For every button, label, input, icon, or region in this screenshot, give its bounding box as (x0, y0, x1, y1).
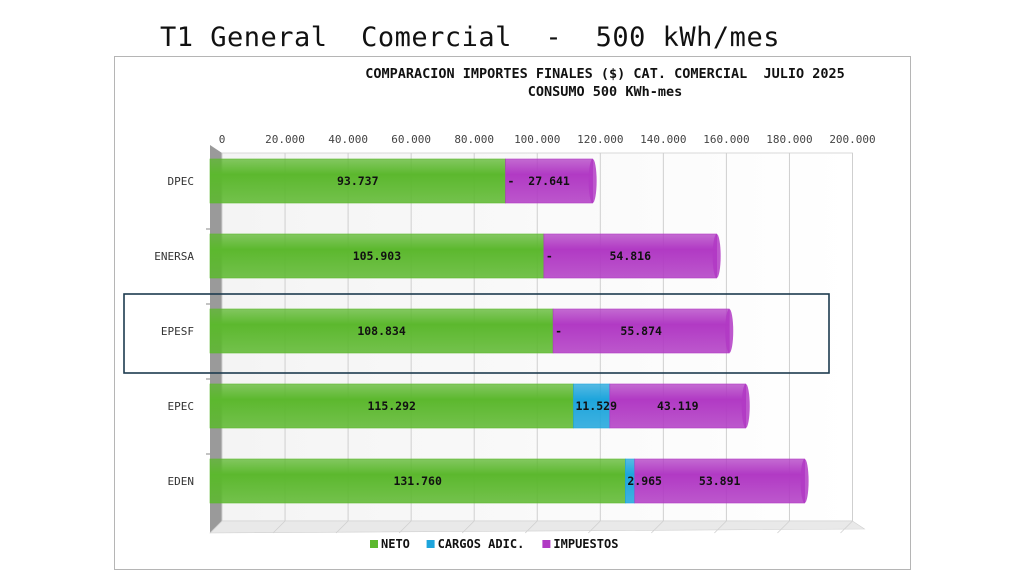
x-tick-label: 160.000 (703, 133, 749, 146)
data-label-epec-impuestos: 43.119 (657, 399, 699, 413)
x-axis-ticks: 0 20.000 40.000 60.000 80.000 100.000 120.000 1… (219, 133, 876, 146)
data-label-eden-neto: 131.760 (393, 474, 442, 488)
floor-gridline (335, 520, 349, 534)
data-label-dpec-impuestos: 27.641 (528, 174, 570, 188)
floor-gridline (461, 520, 475, 534)
data-label-epec-cargos-adic: 11.529 (575, 399, 617, 413)
bar-eden-neto (209, 458, 626, 504)
chart-title: COMPARACION IMPORTES FINALES ($) CAT. CO… (365, 66, 845, 82)
chart-subtitle: CONSUMO 500 KWh-mes (527, 84, 683, 100)
data-label-epesf-neto: 108.834 (357, 324, 406, 338)
data-label-enersa-cargos-adic: - (546, 249, 553, 263)
category-label-enersa: ENERSA (154, 250, 194, 263)
floor-gridline (840, 520, 853, 534)
bar-dpec-impuestos (505, 158, 593, 204)
floor-gridline (398, 520, 412, 534)
bar-epesf-neto (209, 308, 554, 354)
legend-label-impuestos: IMPUESTOS (553, 537, 618, 551)
bar-enersa-impuestos (543, 233, 717, 279)
data-label-epesf-impuestos: 55.874 (620, 324, 662, 338)
x-tick-label: 80.000 (454, 133, 494, 146)
bar-end-cap-dpec (588, 159, 597, 203)
floor-gridline (209, 520, 223, 534)
bar-end-cap-epec (741, 384, 750, 428)
legend-swatch-impuestos (542, 540, 551, 548)
bar-dpec-neto (209, 158, 506, 204)
data-label-dpec-neto: 93.737 (337, 174, 379, 188)
bar-end-cap-enersa (712, 234, 721, 278)
x-tick-label: 180.000 (766, 133, 812, 146)
highlight-box-enersa (123, 293, 830, 374)
x-tick-label: 120.000 (577, 133, 623, 146)
x-tick-label: 40.000 (328, 133, 368, 146)
x-tick-label: 140.000 (640, 133, 686, 146)
x-tick-label: 0 (219, 133, 226, 146)
x-tick-label: 100.000 (514, 133, 560, 146)
floor-gridline (272, 520, 286, 534)
category-label-dpec: DPEC (168, 175, 195, 188)
slide-title: T1 General Comercial - 500 kWh/mes (160, 22, 780, 53)
legend: NETO CARGOS ADIC. IMPUESTOS (370, 537, 618, 551)
data-label-epesf-cargos-adic: - (555, 324, 562, 338)
bars (209, 158, 809, 504)
category-labels: DPEC ENERSA EPESF EPEC EDEN (154, 175, 210, 488)
data-label-enersa-impuestos: 54.816 (609, 249, 651, 263)
bar-epec-neto (209, 383, 574, 429)
category-label-epesf: EPESF (161, 325, 194, 338)
legend-label-cargos-adic: CARGOS ADIC. (438, 537, 525, 551)
x-tick-label: 20.000 (265, 133, 305, 146)
x-tick-label: 60.000 (391, 133, 431, 146)
bar-epec-cargos-adic (573, 383, 611, 429)
bar-epec-impuestos (609, 383, 747, 429)
legend-swatch-cargos-adic (426, 540, 435, 548)
floor-gridline (777, 520, 790, 534)
highlight-box (123, 293, 830, 374)
bar-end-cap-epesf (725, 309, 734, 353)
data-label-epec-neto: 115.292 (367, 399, 415, 413)
category-label-eden: EDEN (168, 475, 195, 488)
plot-floor (209, 520, 866, 534)
floor-gridline (651, 520, 664, 534)
floor-gridline (714, 520, 727, 534)
data-label-eden-cargos-adic: 2.965 (627, 474, 662, 488)
legend-swatch-neto (370, 540, 378, 548)
x-tick-label: 200.000 (829, 133, 875, 146)
bar-end-cap-eden (800, 459, 809, 503)
category-label-epec: EPEC (168, 400, 195, 413)
legend-label-neto: NETO (381, 537, 410, 551)
data-label-dpec-cargos-adic: - (508, 174, 515, 188)
data-label-eden-impuestos: 53.891 (699, 474, 741, 488)
data-labels: 93.737-27.641105.903-54.816108.834-55.87… (337, 174, 741, 488)
floor-gridline (588, 520, 601, 534)
bar-eden-impuestos (634, 458, 805, 504)
data-label-enersa-neto: 105.903 (353, 249, 402, 263)
floor-gridline (524, 520, 538, 534)
